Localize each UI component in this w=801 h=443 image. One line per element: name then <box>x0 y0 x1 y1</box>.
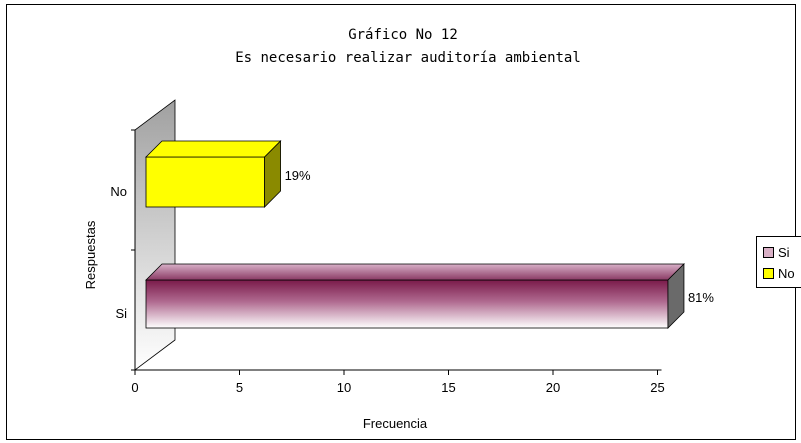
y-category-label: Si <box>115 306 127 321</box>
bar-side-no <box>264 140 281 208</box>
y-category-label: No <box>110 184 127 199</box>
x-tick-label: 10 <box>337 380 351 395</box>
legend-label-si: Si <box>778 245 790 260</box>
bar-top-no <box>145 140 282 158</box>
bar-top-si <box>145 263 685 281</box>
x-tick-label: 5 <box>236 380 243 395</box>
y-axis-label: Respuestas <box>83 220 98 289</box>
chart-back-wall <box>134 99 176 371</box>
x-tick-label: 25 <box>650 380 664 395</box>
bar-no <box>145 140 282 208</box>
legend-label-no: No <box>778 266 795 281</box>
chart-frame <box>6 4 796 440</box>
chart-subtitle: Es necesario realizar auditoría ambienta… <box>235 50 581 66</box>
legend-swatch-si <box>763 247 774 258</box>
x-tick-label: 20 <box>546 380 560 395</box>
legend-swatch-no <box>763 268 774 279</box>
x-axis-label: Frecuencia <box>363 416 428 431</box>
chart-title: Gráfico No 12 <box>348 27 458 43</box>
legend-item-no: No <box>763 266 795 281</box>
bar-side-si <box>667 263 685 329</box>
legend: Si No <box>756 236 801 288</box>
data-label-si: 81% <box>688 290 714 305</box>
x-tick-label: 15 <box>441 380 455 395</box>
data-label-no: 19% <box>285 168 311 183</box>
x-tick-label: 0 <box>131 380 138 395</box>
bar-si <box>145 263 685 329</box>
legend-item-si: Si <box>763 245 790 260</box>
bar-front-no <box>145 156 265 208</box>
bar-front-si <box>145 279 669 329</box>
